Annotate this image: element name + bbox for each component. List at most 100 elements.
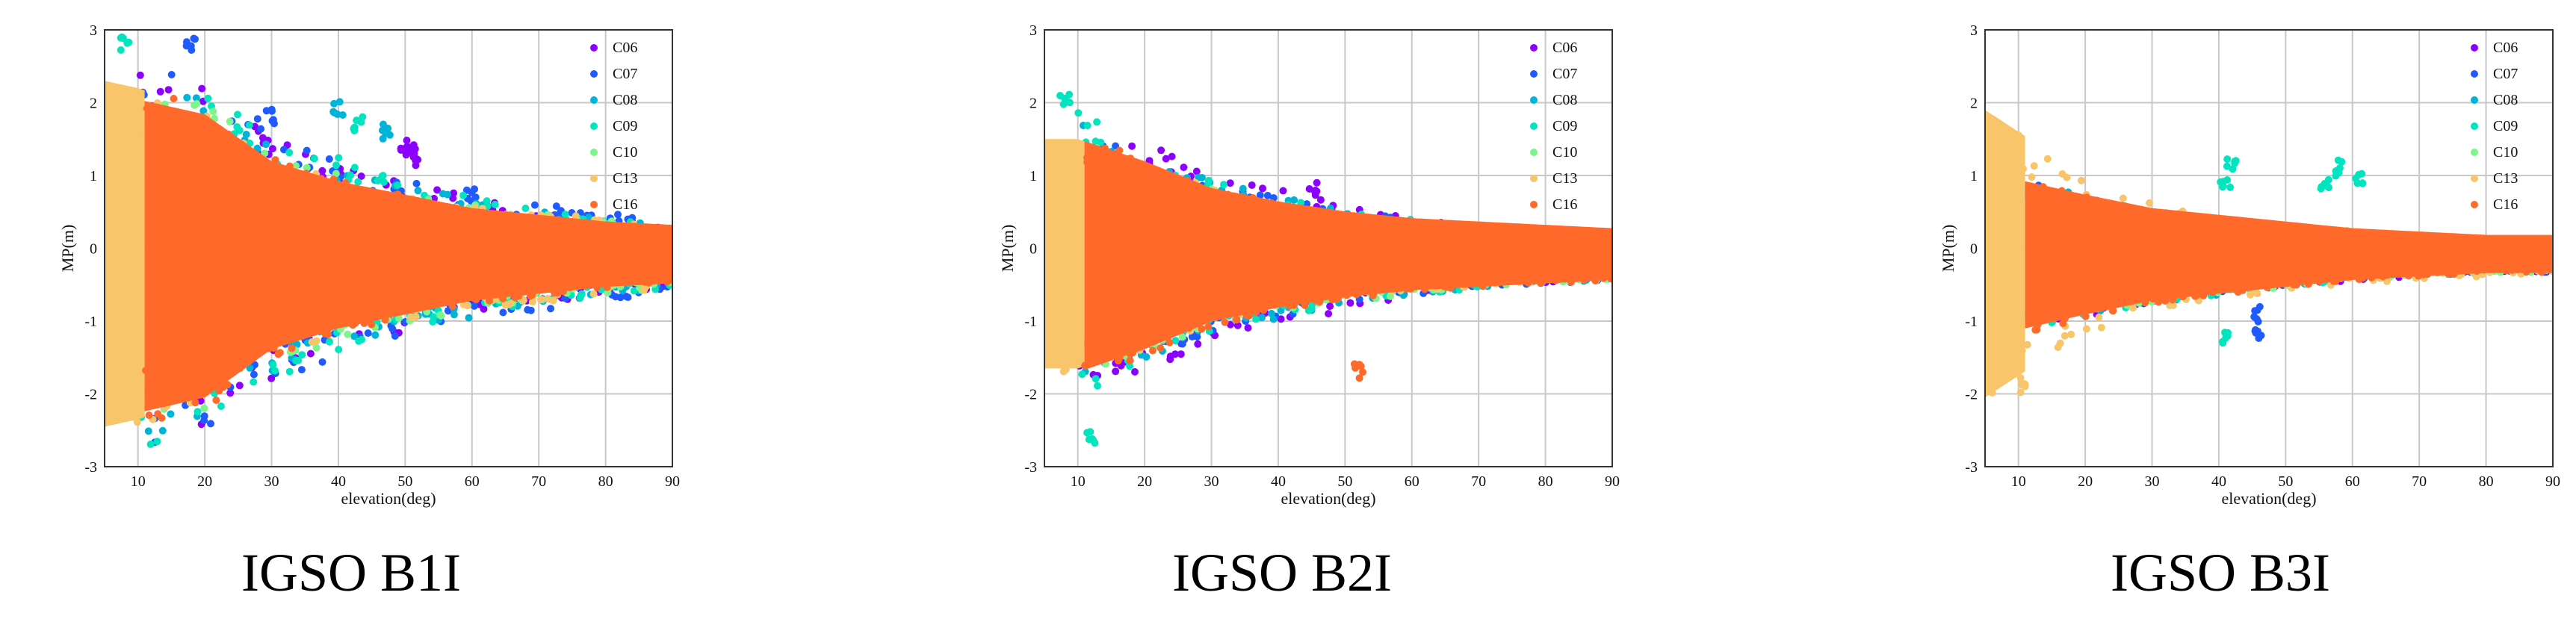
point (491, 284, 499, 291)
point (1556, 270, 1564, 279)
point (136, 71, 144, 79)
point (1227, 320, 1234, 329)
point (1382, 217, 1390, 225)
point (1277, 214, 1285, 222)
legend-label-C06: C06 (1552, 40, 1577, 56)
point (439, 190, 447, 198)
y-tick-label: 2 (1030, 96, 1037, 112)
point (268, 170, 276, 178)
point (2141, 299, 2149, 307)
feature-point (471, 185, 478, 193)
point (298, 323, 306, 332)
point (1176, 311, 1184, 320)
point (2002, 351, 2010, 359)
point (1059, 367, 1068, 376)
point (1215, 302, 1223, 311)
point (638, 228, 646, 236)
legend-marker-C16 (590, 201, 598, 208)
point (1157, 146, 1165, 155)
point (2132, 291, 2140, 299)
point (1085, 341, 1093, 349)
band-C13 (1985, 110, 2025, 398)
point (1094, 382, 1101, 390)
point (2023, 340, 2031, 349)
point (144, 427, 152, 435)
point (2263, 283, 2271, 291)
point (1233, 299, 1241, 308)
point (2146, 199, 2154, 207)
point (552, 202, 560, 211)
point (1260, 208, 1269, 217)
point (276, 322, 284, 330)
point (524, 305, 532, 314)
point (1372, 224, 1380, 232)
point (2069, 207, 2078, 214)
point (2406, 234, 2414, 243)
point (211, 357, 219, 365)
point (1074, 109, 1083, 117)
point (2155, 298, 2163, 306)
point (188, 370, 196, 379)
point (2145, 215, 2153, 223)
point (2195, 214, 2203, 223)
point (350, 164, 359, 172)
y-tick-label: 0 (1970, 241, 1978, 258)
point (1127, 174, 1136, 182)
point (2531, 238, 2539, 246)
point (2174, 212, 2182, 220)
point (1552, 276, 1560, 284)
point (1257, 202, 1266, 209)
point (2103, 204, 2111, 211)
point (2137, 208, 2146, 216)
point (236, 364, 244, 373)
point (483, 197, 491, 205)
point (142, 367, 149, 375)
point (2312, 272, 2320, 280)
point (2177, 284, 2185, 292)
legend-label-C13: C13 (613, 170, 637, 187)
point (2059, 320, 2067, 328)
y-axis-label: MP(m) (58, 225, 77, 273)
point (1349, 212, 1357, 220)
point (2077, 176, 2085, 184)
point (191, 101, 199, 109)
point (465, 314, 473, 322)
point (1487, 276, 1495, 284)
point (491, 200, 499, 208)
legend-marker-C10 (590, 149, 598, 156)
x-tick-label: 40 (1271, 473, 1286, 490)
point (1289, 211, 1297, 219)
series-C16 (2025, 181, 2553, 334)
point (501, 220, 510, 228)
legend-marker-C06 (590, 44, 598, 52)
point (2208, 281, 2215, 290)
point (128, 105, 136, 113)
point (1230, 308, 1238, 317)
point (1279, 187, 1287, 195)
point (1092, 356, 1100, 364)
point (414, 210, 422, 218)
feature-point (359, 113, 367, 121)
point (572, 212, 580, 220)
point (394, 314, 403, 323)
legend-label-C16: C16 (1552, 196, 1577, 213)
point (1062, 338, 1070, 346)
point (1440, 282, 1449, 290)
point (2084, 293, 2093, 302)
point (2252, 276, 2259, 284)
point (1293, 290, 1301, 298)
point (2244, 279, 2252, 287)
legend-label-C10: C10 (613, 144, 637, 161)
point (178, 116, 186, 124)
band-C13 (1044, 139, 1085, 369)
point (2083, 193, 2091, 202)
legend: C06 C07 C08 C09 C10 C13 C16 (2471, 40, 2518, 213)
point (1418, 277, 1426, 285)
point (1259, 184, 1266, 193)
point (358, 306, 366, 314)
feature-point (2358, 169, 2366, 178)
point (437, 312, 445, 320)
point (2382, 267, 2390, 276)
point (1245, 308, 1253, 317)
point (1267, 309, 1275, 317)
